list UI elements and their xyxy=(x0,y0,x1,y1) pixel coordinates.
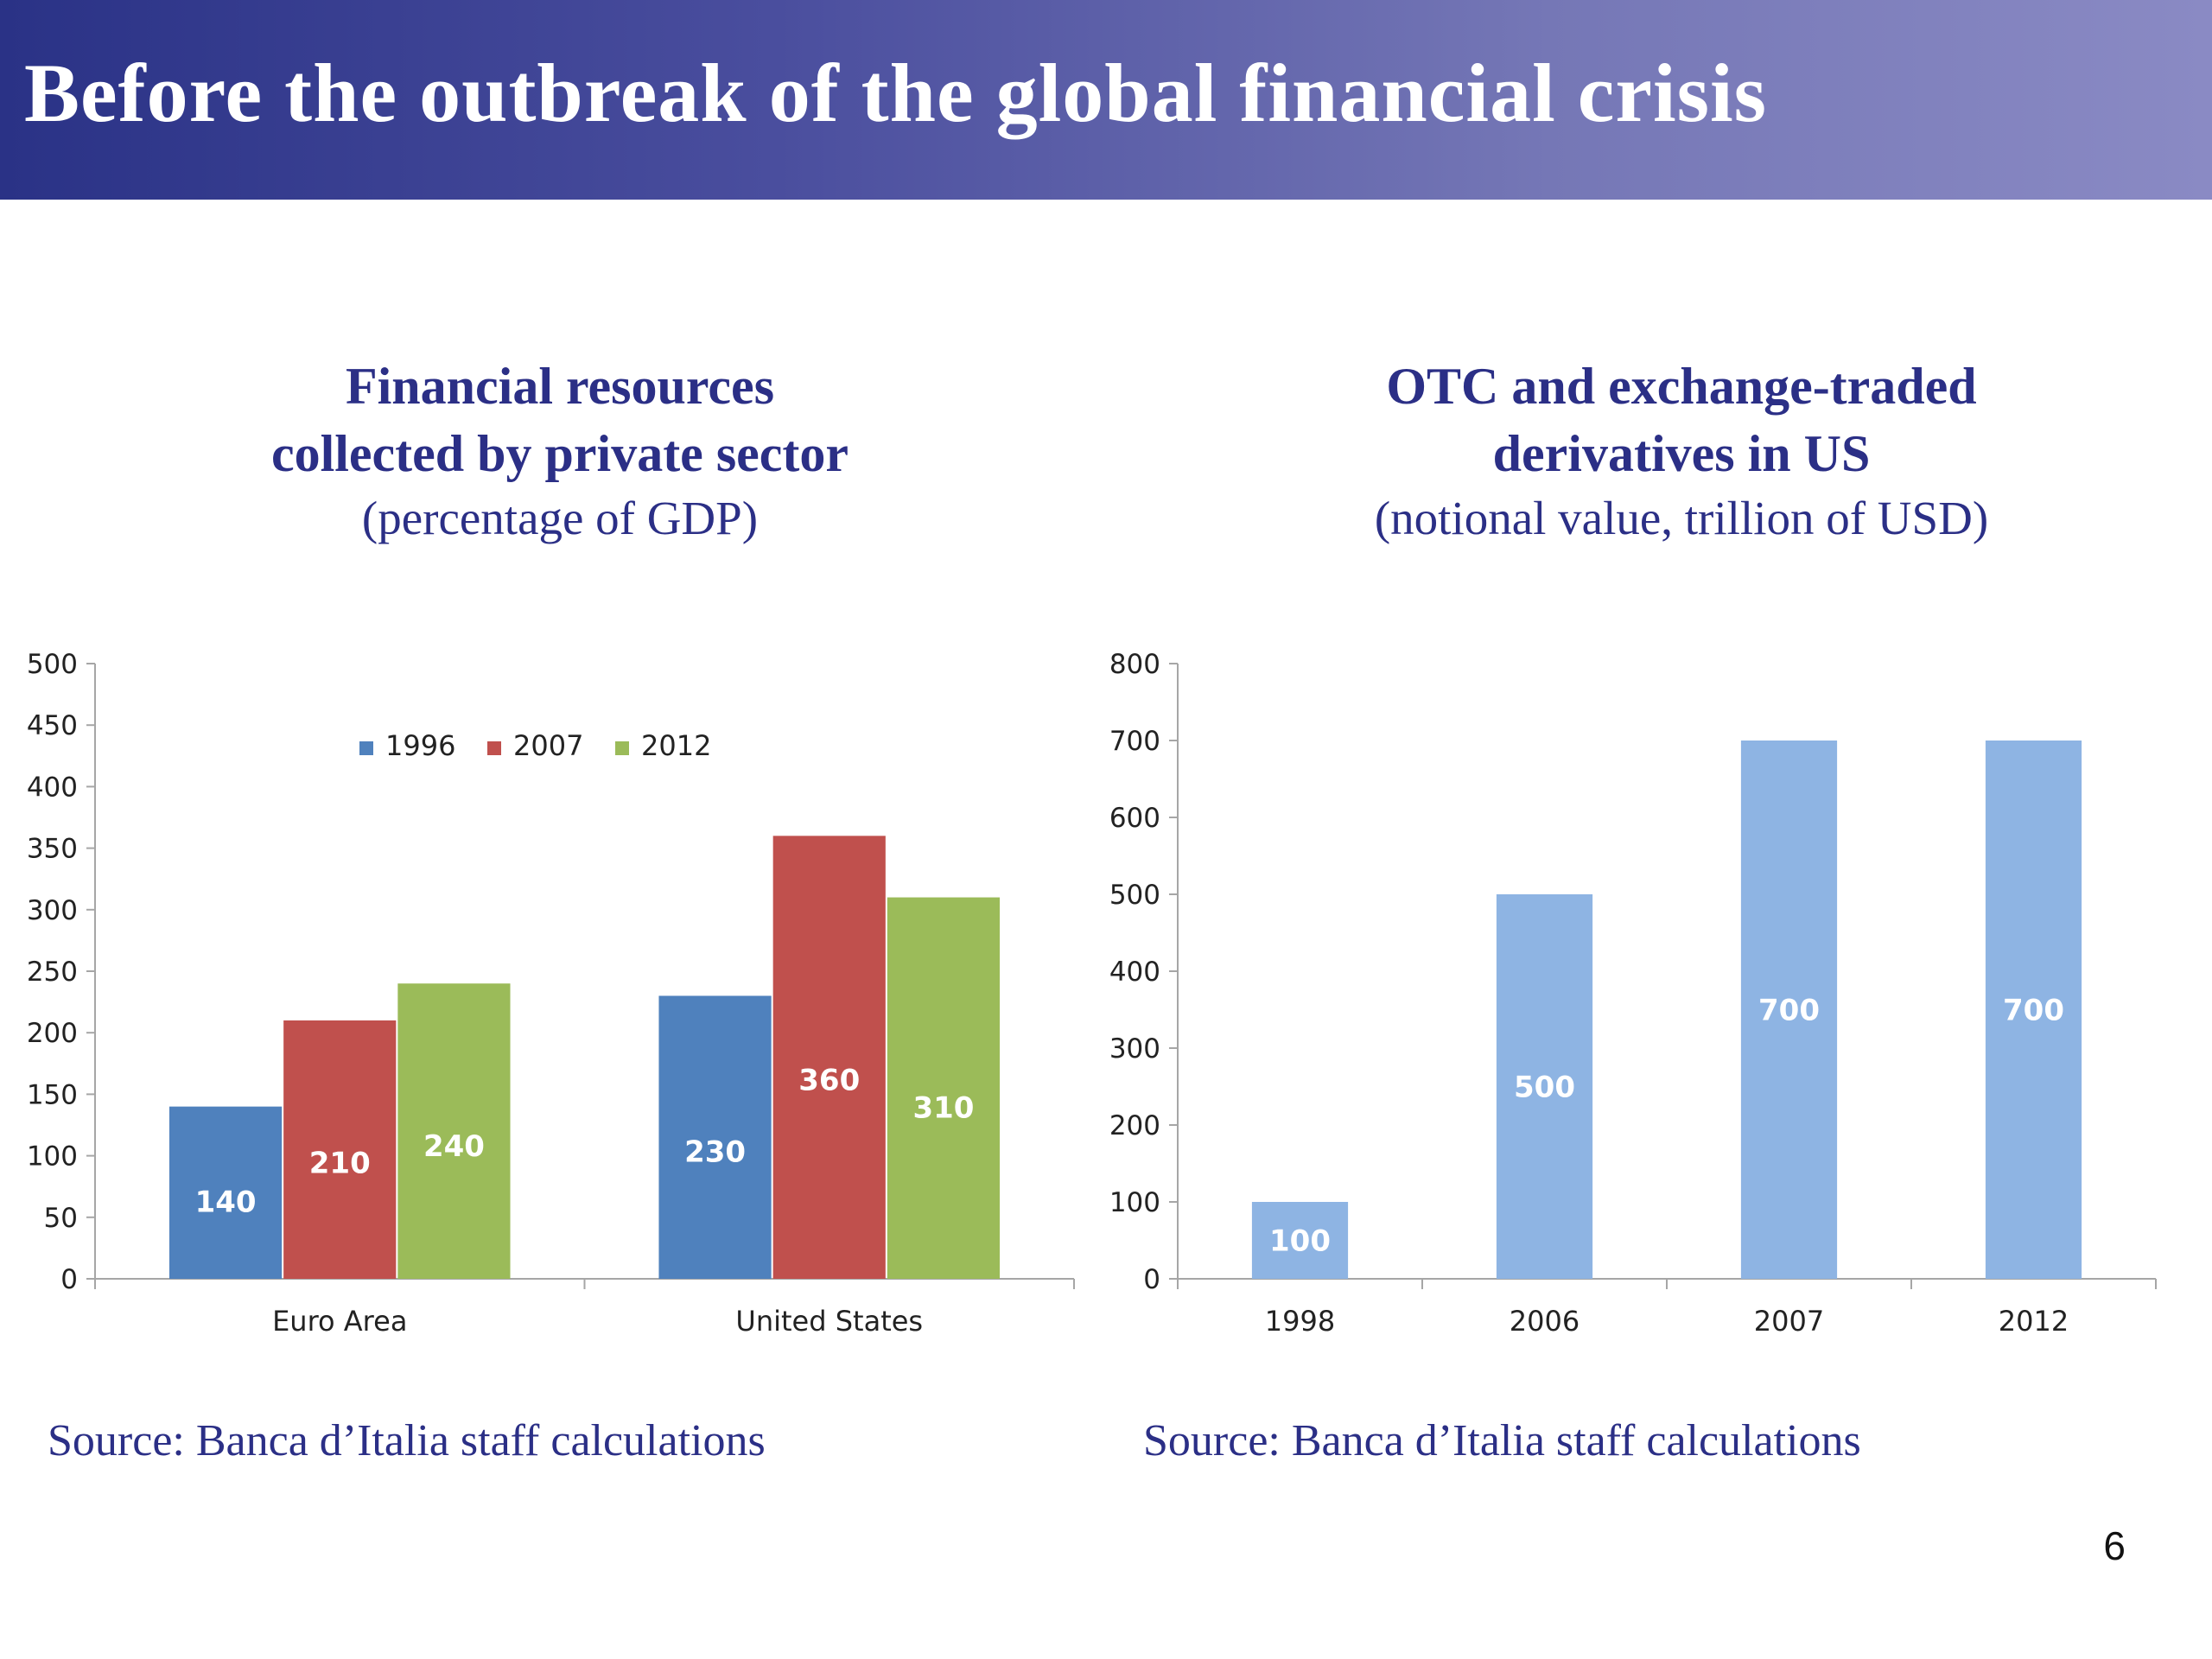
page-number: 6 xyxy=(2103,1523,2126,1568)
data-label: 100 xyxy=(1269,1224,1331,1259)
data-label: 700 xyxy=(1758,994,1820,1028)
right-chart-heading: OTC and exchange-traded derivatives in U… xyxy=(1163,353,2200,550)
data-label: 230 xyxy=(684,1135,746,1170)
left-source-note: Source: Banca d’Italia staff calculation… xyxy=(48,1416,766,1465)
right-chart-title-line1: OTC and exchange-traded xyxy=(1386,358,1977,415)
data-label: 240 xyxy=(423,1129,485,1164)
y-tick-label: 200 xyxy=(27,1018,78,1049)
y-tick-label: 300 xyxy=(27,895,78,926)
y-tick-label: 150 xyxy=(27,1079,78,1110)
left-chart-title-line2: collected by private sector xyxy=(270,425,849,482)
y-tick-label: 400 xyxy=(27,772,78,803)
bar-2007 xyxy=(283,1020,397,1279)
right-chart-title-line2: derivatives in US xyxy=(1492,425,1871,482)
y-tick-label: 350 xyxy=(27,834,78,865)
legend-entry: 2007 xyxy=(513,729,583,762)
y-tick-label: 250 xyxy=(27,957,78,988)
y-tick-label: 450 xyxy=(27,710,78,741)
x-category-label: 2012 xyxy=(1999,1305,2069,1338)
legend-swatch xyxy=(359,741,373,755)
slide-title: Before the outbreak of the global financ… xyxy=(24,47,1768,139)
x-category-label: 2006 xyxy=(1510,1305,1580,1338)
bar-2007 xyxy=(772,836,886,1279)
y-tick-label: 500 xyxy=(1109,880,1160,911)
bar-2012 xyxy=(1985,741,2082,1279)
legend-entry: 2012 xyxy=(641,729,711,762)
x-category-label: United States xyxy=(735,1305,923,1338)
bar-2006 xyxy=(1496,894,1593,1279)
y-tick-label: 100 xyxy=(27,1141,78,1173)
data-label: 210 xyxy=(309,1146,371,1180)
x-category-label: Euro Area xyxy=(272,1305,407,1338)
y-tick-label: 600 xyxy=(1109,803,1160,834)
data-label: 500 xyxy=(1514,1071,1575,1105)
y-tick-label: 0 xyxy=(1143,1264,1160,1295)
bar-1998 xyxy=(1251,1202,1349,1279)
bar-2012 xyxy=(397,983,511,1279)
y-tick-label: 100 xyxy=(1109,1187,1160,1218)
title-bar: Before the outbreak of the global financ… xyxy=(0,0,2212,200)
legend-entry: 1996 xyxy=(385,729,455,762)
y-tick-label: 800 xyxy=(1109,649,1160,680)
bar-2012 xyxy=(887,897,1001,1279)
right-chart-subtitle: (notional value, trillion of USD) xyxy=(1374,492,1989,544)
y-tick-label: 400 xyxy=(1109,957,1160,988)
y-tick-label: 300 xyxy=(1109,1033,1160,1065)
left-chart-title-line1: Financial resources xyxy=(345,358,775,415)
data-label: 360 xyxy=(798,1063,860,1097)
bar-1996 xyxy=(658,995,772,1279)
x-category-label: 2007 xyxy=(1754,1305,1824,1338)
data-label: 140 xyxy=(195,1185,257,1219)
y-tick-label: 500 xyxy=(27,649,78,680)
data-label: 700 xyxy=(2003,994,2064,1028)
bar-1996 xyxy=(168,1106,283,1279)
legend-swatch xyxy=(487,741,501,755)
legend-swatch xyxy=(615,741,629,755)
data-label: 310 xyxy=(912,1090,974,1125)
bar-2007 xyxy=(1740,741,1838,1279)
x-category-label: 1998 xyxy=(1265,1305,1335,1338)
y-tick-label: 50 xyxy=(44,1203,78,1234)
right-source-note: Source: Banca d’Italia staff calculation… xyxy=(1143,1416,1861,1465)
y-tick-label: 200 xyxy=(1109,1110,1160,1141)
y-tick-label: 0 xyxy=(60,1264,78,1295)
y-tick-label: 700 xyxy=(1109,726,1160,757)
left-chart-subtitle: (percentage of GDP) xyxy=(361,492,759,544)
left-chart-heading: Financial resources collected by private… xyxy=(41,353,1078,550)
